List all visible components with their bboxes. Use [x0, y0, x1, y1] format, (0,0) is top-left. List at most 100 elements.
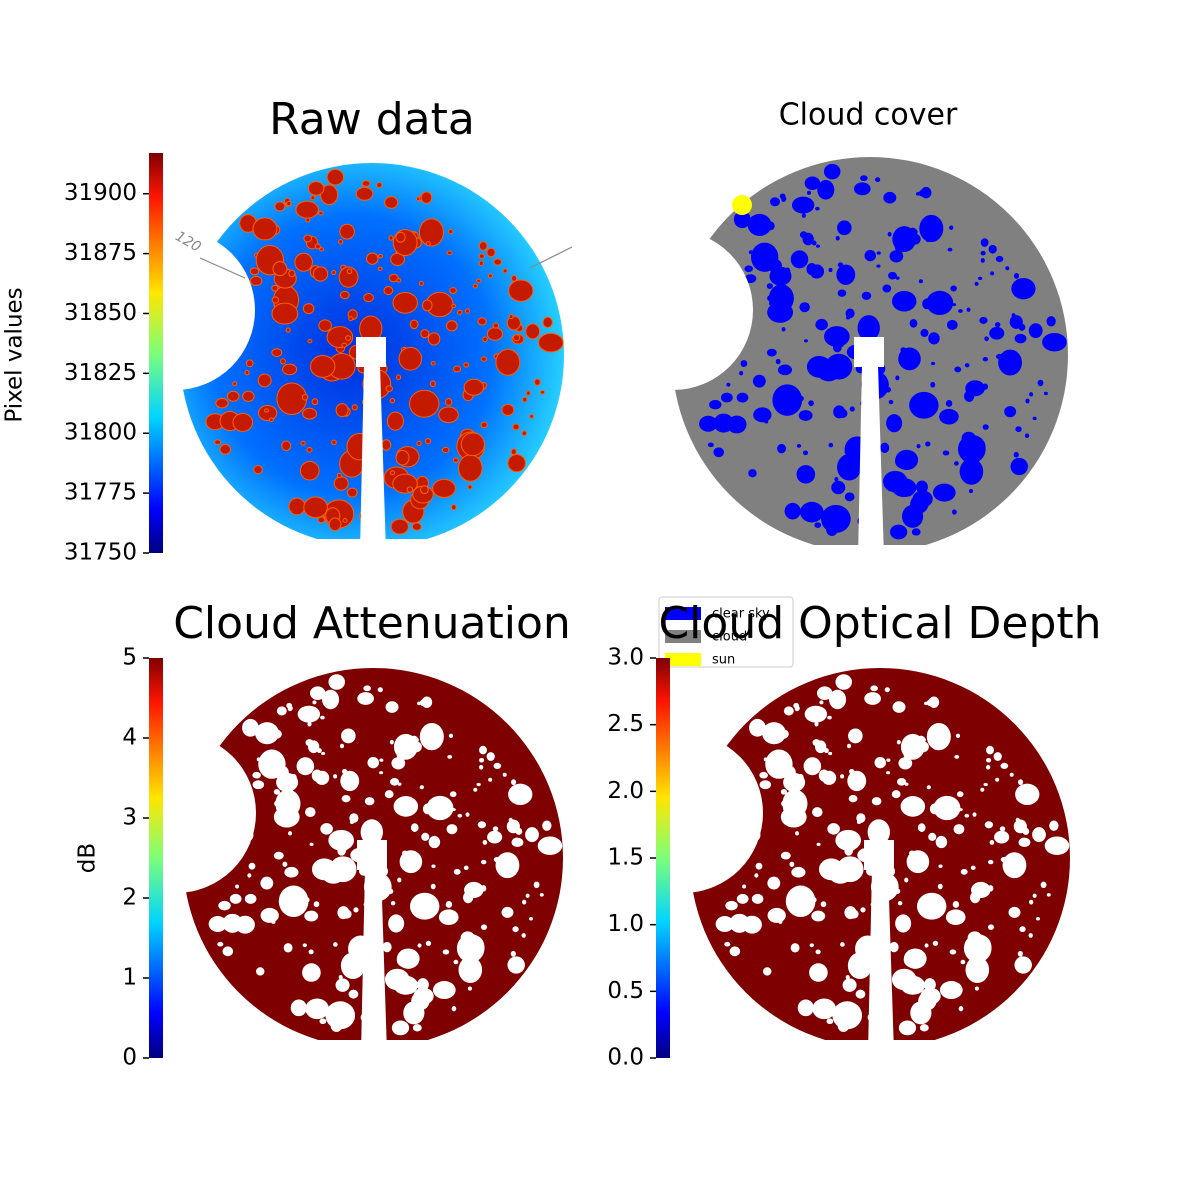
cloud-gap — [492, 322, 500, 329]
cloud-gap — [395, 374, 402, 381]
cloud-gap — [920, 328, 929, 338]
cloud-gap — [412, 1024, 422, 1032]
colorbar-tick-label: 2 — [122, 885, 137, 911]
cloud-gap — [278, 885, 309, 918]
cloud-gap — [420, 485, 429, 495]
colorbar-tick-label: 31800 — [64, 420, 137, 446]
cloud-gap — [432, 478, 456, 498]
cloud-gap — [506, 315, 521, 331]
mask — [603, 733, 763, 893]
cloud-gap — [255, 722, 279, 745]
sky-image — [593, 157, 1073, 565]
cloud-gap — [926, 722, 951, 751]
cloud-gap — [953, 461, 959, 466]
cloud-gap — [1015, 817, 1020, 823]
cloud-gap — [533, 881, 540, 889]
cloud-gap — [397, 782, 402, 786]
cloud-gap — [798, 410, 813, 421]
cloud-gap — [305, 739, 314, 747]
cloud-gap — [952, 303, 957, 307]
cloud-gap — [916, 892, 947, 920]
cloud-gap — [309, 842, 314, 846]
colorbar-tick-label: 31875 — [64, 240, 137, 266]
cloud-gap — [844, 266, 850, 271]
cloud-gap — [781, 196, 787, 201]
cloud-gap — [840, 523, 845, 528]
cloud-gap — [308, 949, 314, 955]
cloud-gap — [438, 909, 459, 925]
cloud-gap — [752, 374, 766, 388]
cloud-gap — [892, 701, 906, 713]
colorbar-tick-label: 1 — [122, 965, 137, 991]
cloud-gap — [886, 758, 891, 762]
cloud-gap — [467, 986, 472, 991]
cloud-gap — [900, 796, 926, 817]
cloud-gap — [759, 771, 768, 779]
cloud-gap — [479, 745, 487, 755]
cloud-gap — [939, 981, 963, 1000]
cloud-gap — [987, 924, 995, 930]
cloud-gap — [281, 440, 292, 451]
cloud-gap — [744, 265, 754, 273]
cloud-gap — [540, 390, 546, 395]
cloud-gap — [926, 290, 954, 316]
cloud-gap — [340, 770, 360, 792]
cloud-gap — [1046, 316, 1056, 327]
cloud-gap — [410, 823, 419, 832]
cloud-gap — [441, 446, 450, 454]
panel-title: Cloud Attenuation — [173, 598, 571, 649]
cloud-gap — [989, 840, 995, 845]
cloud-gap — [384, 790, 394, 799]
cloud-gap — [949, 225, 954, 230]
cloud-gap — [480, 421, 488, 429]
cloud-gap — [812, 739, 821, 747]
cloud-gap — [970, 865, 976, 870]
cloud-gap — [226, 390, 240, 402]
cloud-gap — [816, 842, 821, 846]
cloud-gap — [762, 967, 772, 976]
cloud-gap — [427, 332, 441, 346]
cloud-gap — [235, 884, 240, 889]
cloud-gap — [330, 1019, 343, 1032]
cloud-gap — [384, 196, 399, 209]
cloud-gap — [823, 163, 841, 180]
cloud-gap — [391, 1020, 410, 1036]
cloud-gap — [819, 700, 824, 705]
cloud-gap — [273, 851, 284, 860]
cloud-gap — [846, 743, 852, 749]
cloud-gap — [749, 718, 766, 737]
cloud-gap — [874, 177, 881, 183]
cloud-gap — [736, 392, 749, 403]
cloud-gap — [417, 943, 422, 948]
cloud-gap — [396, 278, 402, 283]
cloud-gap — [799, 231, 808, 239]
cloud-gap — [928, 832, 937, 841]
azimuth-line — [199, 257, 246, 279]
cloud-gap — [300, 440, 306, 446]
cloud-gap — [478, 241, 488, 251]
cloud-gap — [242, 390, 255, 402]
cloud-gap — [274, 765, 289, 780]
cloud-gap — [1043, 391, 1048, 396]
cloud-gap — [747, 213, 772, 236]
cloud-gap — [903, 736, 913, 747]
cloud-gap — [288, 705, 293, 711]
cloud-gap — [348, 989, 359, 999]
cloud-gap — [1013, 273, 1020, 279]
colorbar-tick-label: 31850 — [64, 300, 137, 326]
cloud-gap — [945, 909, 966, 925]
mask — [854, 337, 884, 367]
cloud-gap — [937, 883, 943, 890]
cloud-gap — [273, 789, 281, 795]
cloud-gap — [1011, 277, 1036, 300]
cloud-gap — [418, 218, 444, 247]
cloud-gap — [904, 877, 909, 883]
cloud-gap — [968, 934, 992, 958]
cloud-gap — [301, 393, 309, 401]
cloud-gap — [235, 915, 255, 934]
cloud-gap — [320, 715, 325, 720]
cloud-gap — [477, 821, 487, 829]
mask — [175, 539, 569, 559]
cloud-gap — [388, 273, 399, 283]
cloud-gap — [986, 764, 991, 770]
